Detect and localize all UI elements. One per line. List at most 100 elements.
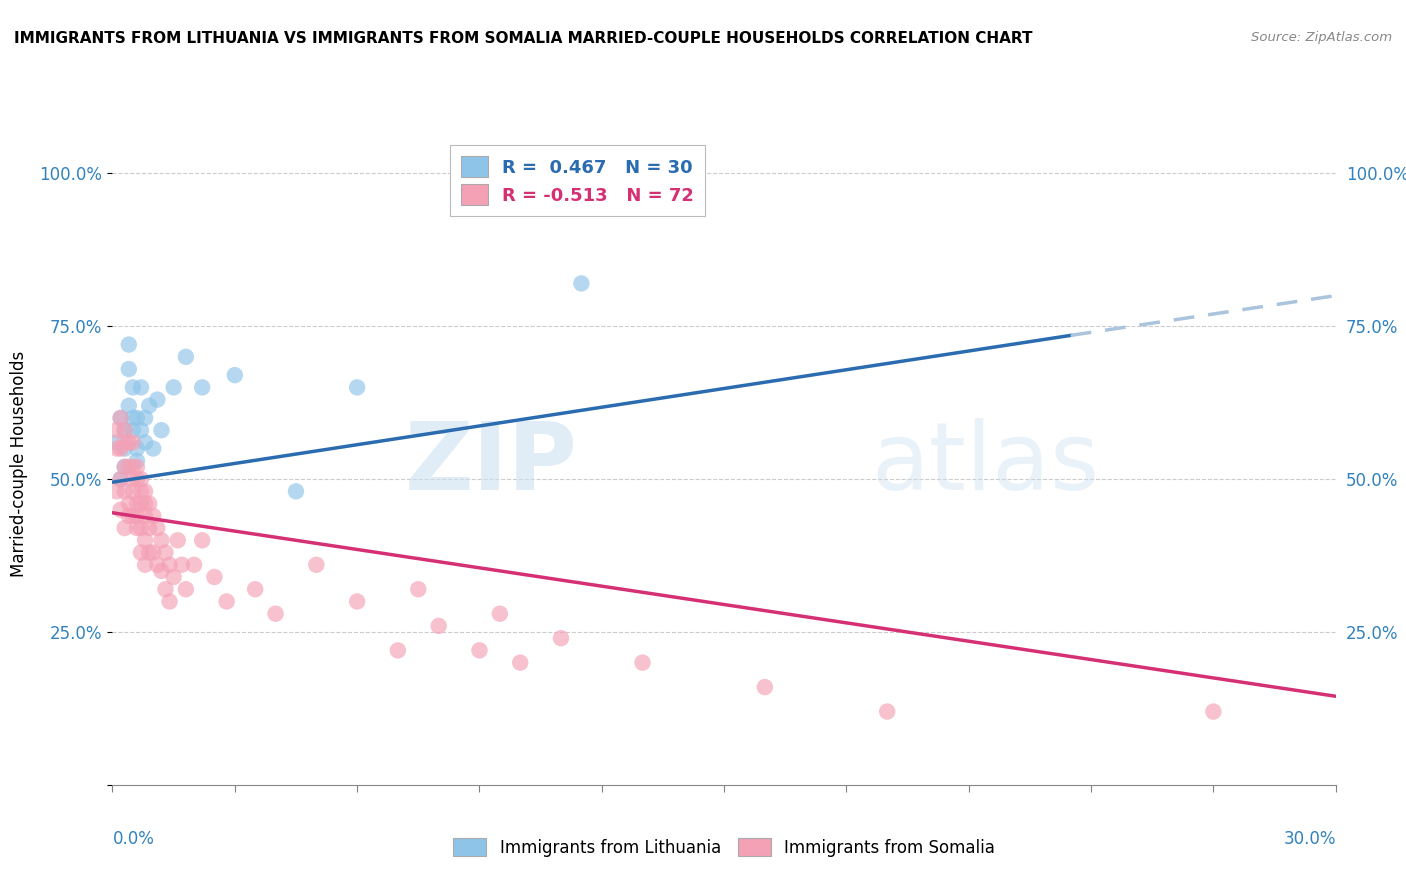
Point xyxy=(142,508,165,523)
Point xyxy=(191,380,214,394)
Point xyxy=(191,533,214,548)
Point xyxy=(146,521,169,535)
Point xyxy=(114,435,136,450)
Point xyxy=(163,380,186,394)
Point xyxy=(754,680,776,694)
Point xyxy=(129,484,152,499)
Point xyxy=(122,472,145,486)
Point xyxy=(110,472,132,486)
Point xyxy=(125,497,148,511)
Point xyxy=(110,442,132,456)
Point xyxy=(122,435,145,450)
Point xyxy=(125,472,148,486)
Point xyxy=(264,607,287,621)
Point xyxy=(118,435,141,450)
Point xyxy=(118,459,141,474)
Point xyxy=(122,484,145,499)
Point xyxy=(489,607,512,621)
Point xyxy=(170,558,193,572)
Point xyxy=(387,643,409,657)
Point xyxy=(155,545,177,559)
Text: atlas: atlas xyxy=(870,417,1099,510)
Point xyxy=(125,459,148,474)
Y-axis label: Married-couple Households: Married-couple Households xyxy=(10,351,28,577)
Text: 0.0%: 0.0% xyxy=(112,830,155,848)
Point xyxy=(134,558,156,572)
Point xyxy=(159,594,181,608)
Point xyxy=(110,411,132,425)
Point xyxy=(114,442,136,456)
Point xyxy=(876,705,898,719)
Point xyxy=(134,533,156,548)
Point xyxy=(125,508,148,523)
Point xyxy=(509,656,531,670)
Point xyxy=(129,521,152,535)
Text: IMMIGRANTS FROM LITHUANIA VS IMMIGRANTS FROM SOMALIA MARRIED-COUPLE HOUSEHOLDS C: IMMIGRANTS FROM LITHUANIA VS IMMIGRANTS … xyxy=(14,31,1032,46)
Point xyxy=(129,545,152,559)
Point xyxy=(631,656,654,670)
Point xyxy=(224,368,246,383)
Point xyxy=(150,423,173,437)
Point xyxy=(125,442,148,456)
Point xyxy=(174,350,197,364)
Point xyxy=(550,631,572,645)
Point xyxy=(110,502,132,516)
Point xyxy=(114,459,136,474)
Point xyxy=(122,459,145,474)
Legend: Immigrants from Lithuania, Immigrants from Somalia: Immigrants from Lithuania, Immigrants fr… xyxy=(446,832,1002,863)
Point xyxy=(114,423,136,437)
Point xyxy=(129,472,152,486)
Point xyxy=(110,472,132,486)
Point xyxy=(284,484,308,499)
Point xyxy=(105,442,128,456)
Point xyxy=(110,411,132,425)
Text: 30.0%: 30.0% xyxy=(1284,830,1336,848)
Point xyxy=(134,411,156,425)
Point xyxy=(571,277,593,291)
Point xyxy=(134,484,156,499)
Point xyxy=(163,570,186,584)
Point xyxy=(138,497,160,511)
Point xyxy=(427,619,450,633)
Point xyxy=(114,459,136,474)
Point xyxy=(346,594,368,608)
Point xyxy=(142,442,165,456)
Point xyxy=(134,508,156,523)
Text: Source: ZipAtlas.com: Source: ZipAtlas.com xyxy=(1251,31,1392,45)
Point xyxy=(155,582,177,597)
Point xyxy=(118,508,141,523)
Point xyxy=(129,497,152,511)
Point xyxy=(146,558,169,572)
Point xyxy=(114,423,136,437)
Point xyxy=(346,380,368,394)
Point xyxy=(468,643,491,657)
Point xyxy=(142,545,165,559)
Point xyxy=(129,423,152,437)
Point xyxy=(122,380,145,394)
Point xyxy=(408,582,430,597)
Point xyxy=(125,521,148,535)
Point xyxy=(159,558,181,572)
Point xyxy=(125,454,148,468)
Point xyxy=(1202,705,1225,719)
Point xyxy=(118,362,141,376)
Text: ZIP: ZIP xyxy=(405,417,578,510)
Point xyxy=(118,337,141,351)
Point xyxy=(174,582,197,597)
Point xyxy=(245,582,267,597)
Point xyxy=(134,497,156,511)
Point xyxy=(122,411,145,425)
Point xyxy=(114,521,136,535)
Point xyxy=(118,497,141,511)
Point xyxy=(150,564,173,578)
Point xyxy=(122,423,145,437)
Point xyxy=(105,423,128,437)
Point xyxy=(138,545,160,559)
Point xyxy=(125,411,148,425)
Point xyxy=(114,484,136,499)
Point xyxy=(183,558,205,572)
Point xyxy=(105,484,128,499)
Point xyxy=(146,392,169,407)
Point xyxy=(204,570,226,584)
Point xyxy=(134,435,156,450)
